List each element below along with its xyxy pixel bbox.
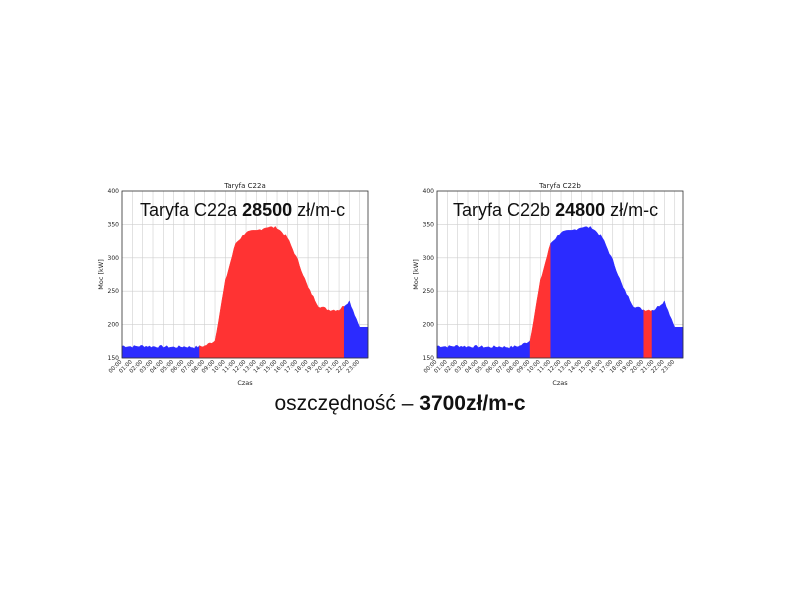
chart-title: Taryfa C22b [538,182,581,190]
x-axis-label: Czas [237,379,253,387]
y-tick-label: 150 [423,355,435,362]
y-tick-label: 350 [423,221,435,228]
y-tick-label: 150 [108,355,120,362]
chart-c22a: 150 200 250 300 350 400 00:00 01:00 02:00 03:00 04… [95,182,380,392]
savings-label: oszczędność [274,392,396,415]
cost-amount: 24800 [555,200,606,220]
savings-caption: oszczędność – 3700zł/m-c [0,392,800,416]
area-zone [529,243,551,359]
cost-unit: zł/m-c [610,200,659,220]
area-zone [343,300,369,359]
savings-amount: 3700zł/m-c [419,392,526,415]
x-axis-label: Czas [552,379,568,387]
area-zone [550,226,644,359]
chart-c22a-svg: 15020025030035040000:0001:0002:0003:0004… [97,182,369,387]
y-axis-label: Moc [kW] [412,259,420,290]
y-tick-label: 400 [423,188,435,195]
chart-c22a-cost-label: Taryfa C22a 28500 zł/m-c [140,200,345,221]
chart-c22b-svg: 15020025030035040000:0001:0002:0003:0004… [412,182,684,387]
area-zone [436,340,531,359]
y-tick-label: 200 [108,322,120,329]
area-zone [651,300,684,359]
y-tick-label: 350 [108,221,120,228]
y-axis-label: Moc [kW] [97,259,105,290]
y-tick-label: 400 [108,188,120,195]
y-tick-label: 200 [423,322,435,329]
area-zone [199,226,345,359]
y-tick-label: 300 [423,255,435,262]
y-tick-label: 250 [108,288,120,295]
chart-c22b-cost-label: Taryfa C22b 24800 zł/m-c [453,200,658,221]
area-zone [643,309,653,359]
cost-unit: zł/m-c [297,200,346,220]
cost-prefix: Taryfa C22a [140,200,238,220]
area-zone [121,344,200,359]
savings-separator: – [401,392,414,415]
cost-amount: 28500 [242,200,293,220]
cost-prefix: Taryfa C22b [453,200,551,220]
y-tick-label: 300 [108,255,120,262]
chart-c22b: 150 200 250 300 350 400 00:00 01:00 02:00 03:00 04… [410,182,695,392]
plot-frame [436,190,684,359]
plot-frame [121,190,369,359]
chart-title: Taryfa C22a [223,182,266,190]
y-tick-label: 250 [423,288,435,295]
